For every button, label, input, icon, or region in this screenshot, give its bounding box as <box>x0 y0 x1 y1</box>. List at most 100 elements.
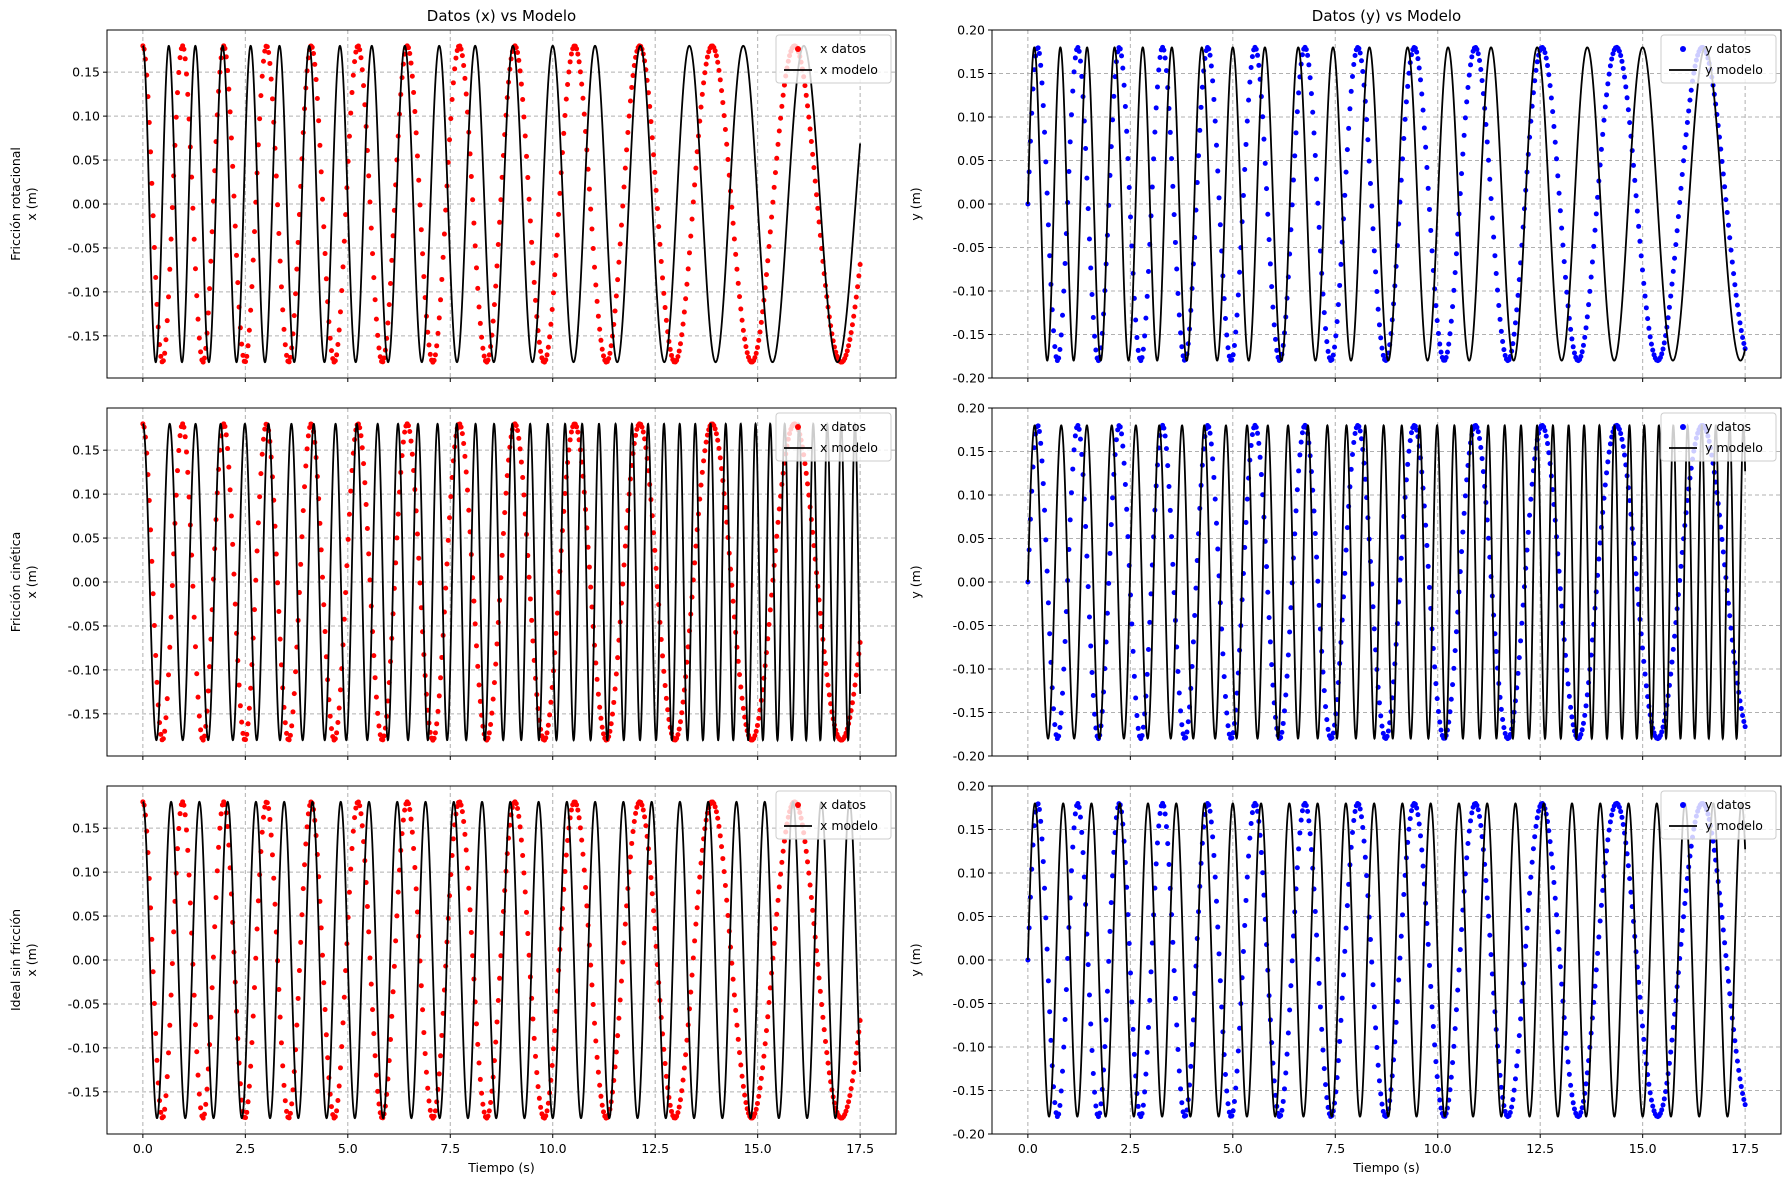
data-point <box>1247 79 1253 85</box>
data-point <box>737 1050 743 1056</box>
data-point <box>1370 982 1376 988</box>
data-point <box>400 817 406 823</box>
data-point <box>385 698 391 704</box>
data-point <box>1042 507 1048 513</box>
y-axis-label: y (m) <box>908 187 923 220</box>
x-tick-label: 10.0 <box>539 1141 567 1156</box>
data-point <box>724 897 730 903</box>
data-point <box>1670 268 1676 274</box>
data-point <box>450 836 456 842</box>
data-point <box>1279 729 1285 735</box>
data-point <box>1068 868 1074 874</box>
data-point <box>504 473 510 479</box>
data-point <box>744 350 750 356</box>
data-point <box>1071 69 1077 75</box>
data-point <box>486 1108 492 1114</box>
data-point <box>334 352 340 358</box>
data-point <box>1602 104 1608 110</box>
data-point <box>1516 655 1522 661</box>
data-point <box>1464 477 1470 483</box>
data-point <box>1061 666 1067 672</box>
data-point <box>486 730 492 736</box>
data-point <box>1343 169 1349 175</box>
data-point <box>367 955 373 961</box>
y-tick-label: -0.05 <box>953 996 985 1011</box>
data-point <box>405 801 411 807</box>
data-point <box>516 57 522 63</box>
data-point <box>607 350 613 356</box>
data-point <box>1580 720 1586 726</box>
data-point <box>1180 353 1186 359</box>
data-point <box>615 655 621 661</box>
data-point <box>1317 1004 1323 1010</box>
data-point <box>598 337 604 343</box>
data-point <box>494 641 500 647</box>
data-point <box>381 733 387 739</box>
axes-title: Datos (x) vs Modelo <box>427 7 576 25</box>
data-point <box>1351 439 1357 445</box>
data-point <box>1720 171 1726 177</box>
data-point <box>282 342 288 348</box>
data-point <box>1402 116 1408 122</box>
data-point <box>756 1093 762 1099</box>
data-point <box>1405 83 1411 89</box>
data-point <box>1437 1097 1443 1103</box>
data-point <box>1645 694 1651 700</box>
data-point <box>438 297 444 303</box>
data-point <box>1512 320 1518 326</box>
data-point <box>1727 613 1733 619</box>
data-point <box>420 251 426 257</box>
data-point <box>1367 180 1373 186</box>
data-point <box>316 118 322 124</box>
data-point <box>461 62 467 68</box>
data-point <box>1674 228 1680 234</box>
data-point <box>1183 735 1189 741</box>
data-point <box>185 847 191 853</box>
data-point <box>715 437 721 443</box>
data-point <box>328 1104 334 1110</box>
data-point <box>243 737 249 743</box>
data-point <box>1217 978 1223 984</box>
data-point <box>168 992 174 998</box>
data-point <box>612 308 618 314</box>
data-point <box>1067 139 1073 145</box>
data-point <box>816 975 822 981</box>
data-point <box>653 943 659 949</box>
data-point <box>1564 667 1570 673</box>
data-point <box>1208 819 1214 825</box>
data-point <box>407 428 413 434</box>
data-point <box>693 921 699 927</box>
data-point <box>463 847 469 853</box>
data-point <box>303 841 309 847</box>
data-point <box>594 676 600 682</box>
data-point <box>1246 853 1252 859</box>
data-point <box>1409 808 1415 814</box>
data-point <box>1172 995 1178 1001</box>
data-point <box>294 266 300 272</box>
row-label: Fricción rotacional <box>8 147 23 261</box>
data-point <box>400 439 406 445</box>
data-point <box>1142 333 1148 339</box>
data-point <box>402 429 408 435</box>
data-point <box>343 212 349 218</box>
data-point <box>1578 354 1584 360</box>
data-point <box>826 1070 832 1076</box>
data-point <box>1551 123 1557 129</box>
data-point <box>586 564 592 570</box>
data-point <box>1675 214 1681 220</box>
data-point <box>1420 107 1426 113</box>
data-point <box>166 1050 172 1056</box>
data-point <box>1179 1100 1185 1106</box>
data-point <box>690 955 696 961</box>
data-point <box>518 81 524 87</box>
data-point <box>1673 242 1679 248</box>
data-point <box>1253 46 1259 52</box>
data-point <box>1461 510 1467 516</box>
data-point <box>491 1058 497 1064</box>
plot-area <box>140 43 863 365</box>
x-tick-label: 12.5 <box>1526 1141 1554 1156</box>
data-point <box>1424 164 1430 170</box>
data-point <box>388 1037 394 1043</box>
data-point <box>1333 333 1339 339</box>
